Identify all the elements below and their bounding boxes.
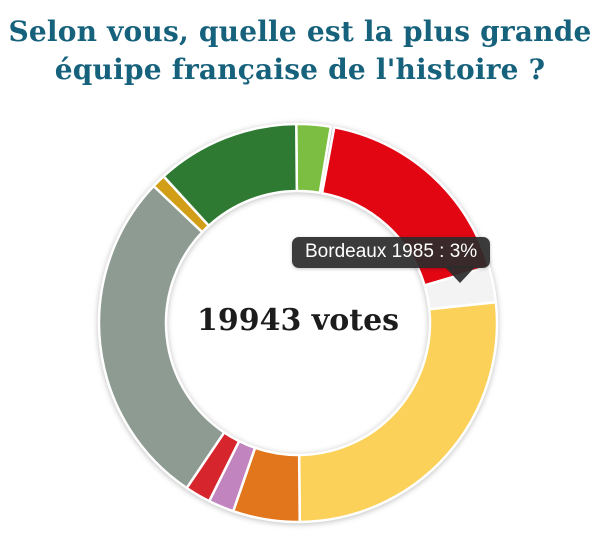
- poll-question: Selon vous, quelle est la plus grande éq…: [0, 13, 600, 89]
- tooltip: Bordeaux 1985 : 3%: [292, 237, 491, 283]
- total-votes-label: 19943 votes: [196, 303, 400, 338]
- donut-chart[interactable]: [96, 121, 500, 525]
- donut-segment-0[interactable]: [295, 122, 333, 195]
- poll-question-line1: Selon vous, quelle est la plus grande: [8, 15, 592, 48]
- donut-segment-3[interactable]: [297, 300, 499, 524]
- tooltip-text: Bordeaux 1985 : 3%: [305, 241, 478, 262]
- poll-question-line2: équipe française de l'histoire ?: [54, 53, 546, 86]
- donut-segment-7[interactable]: [97, 184, 226, 490]
- donut-segment-9[interactable]: [162, 122, 299, 227]
- tooltip-arrow: [444, 266, 476, 283]
